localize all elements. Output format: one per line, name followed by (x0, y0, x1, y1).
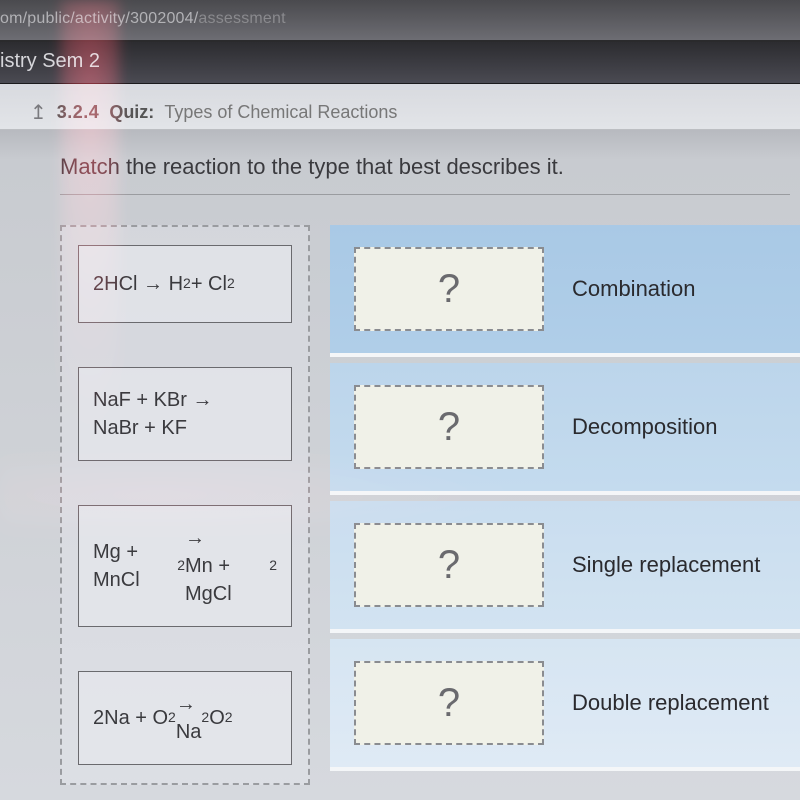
match-area: 2HCl → H2 + Cl2 NaF + KBr →NaBr + KF Mg … (60, 225, 800, 785)
url-faded: assessment (198, 10, 285, 27)
divider (60, 194, 790, 195)
reaction-card[interactable]: Mg + MnCl2 →Mn + MgCl2 (78, 505, 292, 627)
target-label: Combination (572, 276, 696, 302)
target-row: ? Single replacement (330, 501, 800, 633)
url-visible: om/public/activity/3002004/ (0, 10, 198, 27)
course-title-bar: istry Sem 2 (0, 42, 800, 84)
target-row: ? Double replacement (330, 639, 800, 771)
drop-slot[interactable]: ? (354, 523, 544, 607)
course-title: istry Sem 2 (0, 50, 100, 72)
content-area: Match the reaction to the type that best… (0, 130, 800, 785)
reaction-card[interactable]: NaF + KBr →NaBr + KF (78, 367, 292, 461)
quiz-title: Types of Chemical Reactions (164, 102, 397, 123)
target-row: ? Decomposition (330, 363, 800, 495)
targets-column: ? Combination ? Decomposition ? Single r… (330, 225, 800, 785)
drop-slot[interactable]: ? (354, 661, 544, 745)
quiz-label: Quiz: (109, 102, 154, 123)
quiz-header: ↥ 3.2.4 Quiz: Types of Chemical Reaction… (0, 84, 800, 130)
target-label: Decomposition (572, 414, 718, 440)
target-label: Single replacement (572, 552, 760, 578)
back-arrow-icon[interactable]: ↥ (30, 100, 47, 125)
instruction-text: Match the reaction to the type that best… (60, 154, 800, 180)
quiz-number: 3.2.4 (57, 102, 100, 123)
reaction-card[interactable]: 2HCl → H2 + Cl2 (78, 245, 292, 323)
drop-slot[interactable]: ? (354, 247, 544, 331)
reactions-column: 2HCl → H2 + Cl2 NaF + KBr →NaBr + KF Mg … (60, 225, 310, 785)
drop-slot[interactable]: ? (354, 385, 544, 469)
url-bar: om/public/activity/3002004/assessment (0, 0, 800, 42)
target-label: Double replacement (572, 690, 769, 716)
target-row: ? Combination (330, 225, 800, 357)
reaction-card[interactable]: 2Na + O2 →Na2O2 (78, 671, 292, 765)
